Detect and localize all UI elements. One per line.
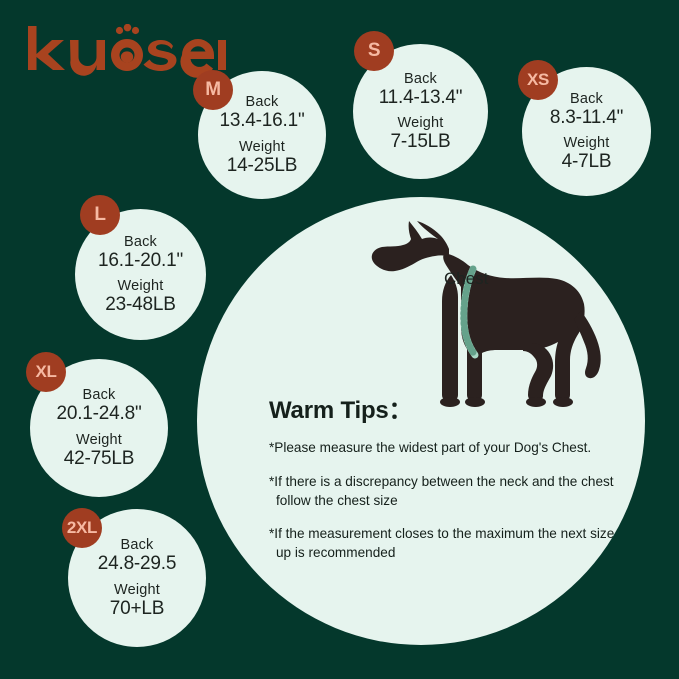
weight-value: 23-48LB bbox=[105, 294, 176, 316]
back-value: 20.1-24.8" bbox=[56, 403, 142, 425]
weight-value: 14-25LB bbox=[226, 154, 298, 176]
brand-logo bbox=[26, 24, 226, 80]
weight-label: Weight bbox=[397, 115, 444, 131]
dog-silhouette-icon bbox=[345, 215, 635, 415]
weight-label: Weight bbox=[113, 581, 161, 598]
back-label: Back bbox=[82, 387, 116, 403]
size-badge-m[interactable]: M bbox=[193, 70, 233, 110]
back-value: 16.1-20.1" bbox=[97, 249, 184, 271]
warm-tip-item: *If there is a discrepancy between the n… bbox=[269, 473, 614, 508]
warm-tips-panel: Warm Tips： *Please measure the widest pa… bbox=[269, 390, 621, 563]
back-value: 13.4-16.1" bbox=[219, 110, 305, 132]
back-value: 24.8-29.5 bbox=[97, 553, 177, 575]
weight-label: Weight bbox=[117, 278, 164, 294]
size-badge-s[interactable]: S bbox=[354, 31, 394, 71]
measurement-diagram-circle: Chest Warm Tips： *Please measure the wid… bbox=[197, 197, 645, 645]
chest-label: Chest bbox=[444, 269, 489, 288]
weight-label: Weight bbox=[563, 135, 610, 151]
back-value: 8.3-11.4" bbox=[549, 106, 624, 128]
size-badge-xl[interactable]: XL bbox=[26, 352, 66, 392]
back-label: Back bbox=[123, 233, 158, 250]
back-label: Back bbox=[120, 537, 154, 553]
warm-tip-item: *Please measure the widest part of your … bbox=[269, 440, 592, 455]
back-label: Back bbox=[245, 94, 279, 110]
weight-value: 70+LB bbox=[109, 597, 165, 619]
size-badge-xs[interactable]: XS bbox=[518, 60, 558, 100]
measuring-tape-icon bbox=[460, 265, 479, 359]
size-badge-l[interactable]: L bbox=[80, 195, 120, 235]
weight-label: Weight bbox=[75, 431, 123, 448]
back-value: 11.4-13.4" bbox=[378, 86, 463, 108]
back-label: Back bbox=[569, 90, 604, 107]
weight-label: Weight bbox=[238, 138, 286, 155]
back-label: Back bbox=[403, 70, 438, 87]
weight-value: 7-15LB bbox=[390, 131, 451, 153]
warm-tips-title: Warm Tips： bbox=[269, 397, 413, 424]
weight-value: 4-7LB bbox=[561, 151, 612, 173]
size-badge-2xl[interactable]: 2XL bbox=[62, 508, 102, 548]
weight-value: 42-75LB bbox=[63, 447, 135, 469]
warm-tip-item: *If the measurement closes to the maximu… bbox=[269, 526, 615, 560]
